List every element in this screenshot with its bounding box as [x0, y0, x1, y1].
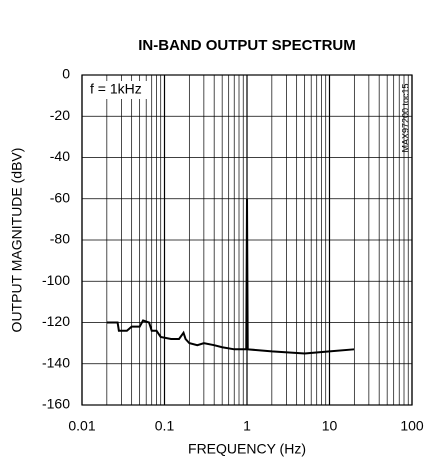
- side-label: MAX97200 toc15: [400, 83, 410, 152]
- y-tick-label: -140: [42, 354, 70, 370]
- chart-title: IN-BAND OUTPUT SPECTRUM: [138, 37, 356, 54]
- y-tick-label: -120: [42, 313, 70, 329]
- x-tick-label: 0.1: [155, 418, 175, 434]
- x-tick-label: 10: [322, 418, 338, 434]
- y-axis-label: OUTPUT MAGNITUDE (dBV): [9, 148, 25, 333]
- plot-frame: [81, 74, 413, 406]
- x-axis-label: FREQUENCY (Hz): [188, 441, 306, 457]
- y-tick-label: -160: [42, 396, 70, 412]
- y-tick-label: -80: [50, 231, 70, 247]
- y-tick-label: 0: [62, 66, 70, 82]
- y-tick-label: -100: [42, 272, 70, 288]
- x-tick-label: 0.01: [68, 418, 95, 434]
- y-tick-label: -20: [50, 107, 70, 123]
- x-tick-label: 1: [243, 418, 251, 434]
- y-tick-label: -40: [50, 148, 70, 164]
- annotation-box: [86, 81, 150, 99]
- x-tick-label: 100: [400, 418, 424, 434]
- annotation: f = 1kHz: [90, 81, 142, 97]
- y-tick-label: -60: [50, 189, 70, 205]
- spectrum-line: [106, 198, 355, 355]
